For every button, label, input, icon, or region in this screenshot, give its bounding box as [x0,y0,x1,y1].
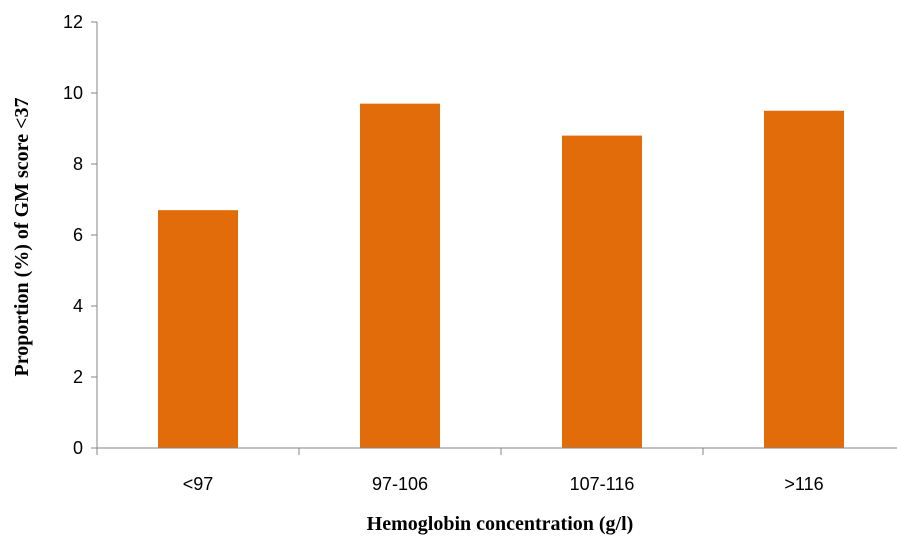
x-tick-label: <97 [183,474,214,494]
y-ticks-group: 0 2 4 6 8 10 12 [63,12,97,458]
bar [764,110,844,448]
y-tick-label: 0 [73,438,83,458]
bars-group [158,103,844,449]
x-ticks-group: <97 97-106 107-116 >116 [96,448,824,494]
y-axis-title: Proportion (%) of GM score <37 [11,98,33,377]
y-tick-label: 10 [63,83,83,103]
y-tick-label: 8 [73,154,83,174]
y-tick-label: 2 [73,367,83,387]
x-tick-label: 97-106 [372,474,428,494]
bar [158,210,238,448]
x-tick-label: 107-116 [570,474,635,494]
x-axis-title: Hemoglobin concentration (g/l) [367,513,634,535]
bar [562,135,642,448]
y-tick-label: 4 [73,296,83,316]
y-tick-label: 12 [63,12,83,32]
y-tick-label: 6 [73,225,83,245]
bar [360,103,440,449]
x-tick-label: >116 [784,474,823,494]
